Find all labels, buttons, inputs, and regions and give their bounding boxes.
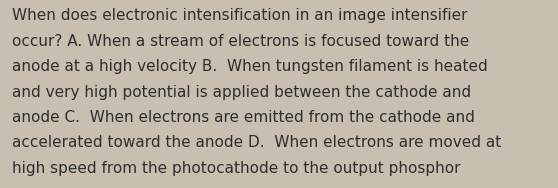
Text: and very high potential is applied between the cathode and: and very high potential is applied betwe… bbox=[12, 85, 472, 100]
Text: When does electronic intensification in an image intensifier: When does electronic intensification in … bbox=[12, 8, 468, 24]
Text: anode at a high velocity B.  When tungsten filament is heated: anode at a high velocity B. When tungste… bbox=[12, 59, 488, 74]
Text: anode C.  When electrons are emitted from the cathode and: anode C. When electrons are emitted from… bbox=[12, 110, 475, 125]
Text: high speed from the photocathode to the output phosphor: high speed from the photocathode to the … bbox=[12, 161, 461, 176]
Text: accelerated toward the anode D.  When electrons are moved at: accelerated toward the anode D. When ele… bbox=[12, 135, 502, 150]
Text: occur? A. When a stream of electrons is focused toward the: occur? A. When a stream of electrons is … bbox=[12, 34, 469, 49]
